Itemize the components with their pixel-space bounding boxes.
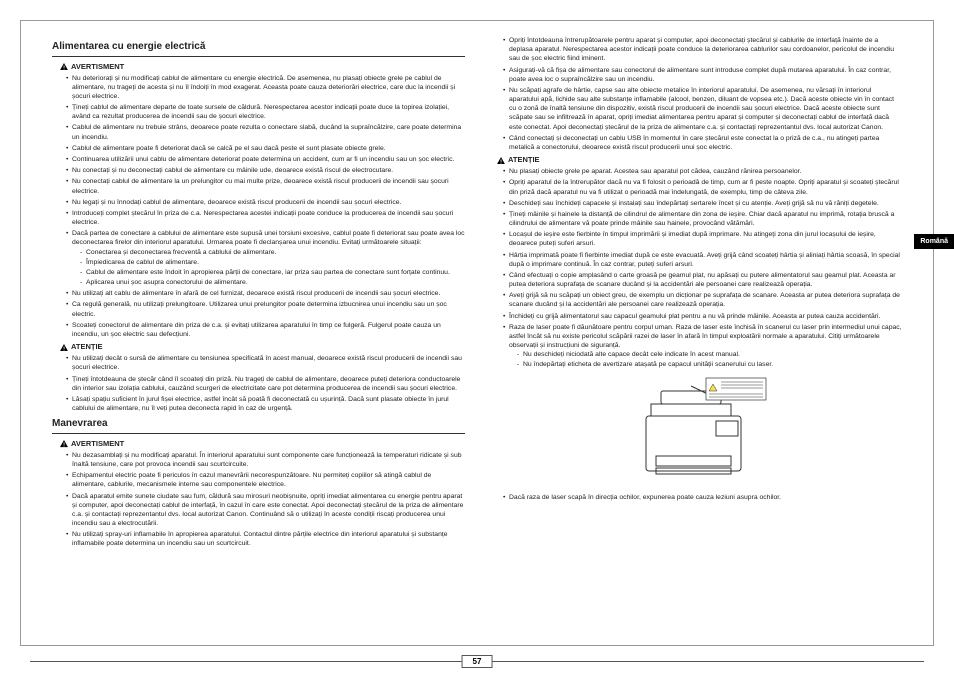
sub-item: Aplicarea unui șoc asupra conectorului d… [80,278,465,287]
caution-heading-1: ! ATENȚIE [60,342,465,352]
list-item: Dacă partea de conectare a cablului de a… [66,229,465,287]
sub-item: Nu deschideți niciodată alte capace decâ… [517,350,902,359]
list-item: Nu deteriorați și nu modificați cablul d… [66,74,465,102]
list-item: Echipamentul electric poate fi periculos… [66,471,465,489]
list-item: Asigurați-vă că fișa de alimentare sau c… [503,66,902,84]
list-item: Nu plasați obiecte grele pe aparat. Aces… [503,167,902,176]
section-title-power: Alimentarea cu energie electrică [52,40,465,57]
list-item: Dacă aparatul emite sunete ciudate sau f… [66,492,465,529]
caution-heading-2: ! ATENȚIE [497,155,902,165]
list-item: Hârtia imprimată poate fi fierbinte imed… [503,251,902,269]
list-item: Scoateți conectorul de alimentare din pr… [66,321,465,339]
sub-item: Nu îndepărtați eticheta de avertizare at… [517,360,902,369]
list-item: Aveți grijă să nu scăpați un obiect greu… [503,291,902,309]
list-item: Nu conectați cablul de alimentare la un … [66,177,465,195]
warning-label: AVERTISMENT [71,439,124,449]
final-list: Dacă raza de laser scapă în direcția och… [503,493,902,502]
list-item: Dacă raza de laser scapă în direcția och… [503,493,902,502]
list-item: Cablul de alimentare nu trebuie strâns, … [66,123,465,141]
list-item: Nu utilizați spray-uri inflamabile în ap… [66,530,465,548]
warning-icon: ! [60,63,68,70]
list-item: Opriți întotdeauna întrerupătoarele pent… [503,36,902,64]
warning-label: AVERTISMENT [71,62,124,72]
list-item: Lăsați spațiu suficient în jurul fișei e… [66,395,465,413]
warning-icon: ! [60,440,68,447]
list-item: Introduceți complet ștecărul în priza de… [66,209,465,227]
sub-item: Cablul de alimentare este îndoit în apro… [80,268,465,277]
list-item: Când conectați și deconectați un cablu U… [503,134,902,152]
svg-text:!: ! [63,346,65,351]
continuation-list: Opriți întotdeauna întrerupătoarele pent… [503,36,902,152]
list-item: Țineți cablul de alimentare departe de t… [66,103,465,121]
list-item: Închideți cu grijă alimentatorul sau cap… [503,312,902,321]
warning-icon: ! [60,344,68,351]
right-column: Opriți întotdeauna întrerupătoarele pent… [489,36,902,626]
section-title-handling: Manevrarea [52,417,465,434]
warning-heading-1: ! AVERTISMENT [60,62,465,72]
list-item: Opriți aparatul de la întrerupător dacă … [503,178,902,196]
list-item: Ca regulă generală, nu utilizați prelung… [66,300,465,318]
printer-figure [489,376,902,489]
svg-text:!: ! [63,443,65,448]
list-item: Deschideți sau închideți capacele și ins… [503,199,902,208]
list-item: Nu dezasamblați și nu modificați aparatu… [66,451,465,469]
caution-label: ATENȚIE [508,155,540,165]
caution-label: ATENȚIE [71,342,103,352]
list-item: Cablul de alimentare poate fi deteriorat… [66,144,465,153]
warning-list-2: Nu dezasamblați și nu modificați aparatu… [66,451,465,549]
warning-heading-2: ! AVERTISMENT [60,439,465,449]
language-tab: Română [914,234,954,249]
left-column: Alimentarea cu energie electrică ! AVERT… [52,36,465,626]
sub-list: Conectarea și deconectarea frecventă a c… [80,248,465,288]
sub-item: Împiedicarea de cablul de alimentare. [80,258,465,267]
list-item: Țineți întotdeauna de ștecăr când îl sco… [66,375,465,393]
list-item: Continuarea utilizării unui cablu de ali… [66,155,465,164]
list-item: Nu utilizați alt cablu de alimentare în … [66,289,465,298]
svg-text:!: ! [500,159,502,164]
caution-list-2: Nu plasați obiecte grele pe aparat. Aces… [503,167,902,369]
sub-item: Conectarea și deconectarea frecventă a c… [80,248,465,257]
svg-text:!: ! [63,65,65,70]
list-item: Când efectuați o copie amplasând o carte… [503,271,902,289]
warning-list-1: Nu deteriorați și nu modificați cablul d… [66,74,465,339]
list-item: Nu utilizați decât o sursă de alimentare… [66,354,465,372]
list-item: Nu conectați și nu deconectați cablul de… [66,166,465,175]
sub-list: Nu deschideți niciodată alte capace decâ… [517,350,902,369]
list-item: Nu legați și nu înnodați cablul de alime… [66,198,465,207]
list-item: Nu scăpați agrafe de hârtie, capse sau a… [503,86,902,132]
content-area: Alimentarea cu energie electrică ! AVERT… [52,36,902,626]
list-item: Țineți mâinile și hainele la distanță de… [503,210,902,228]
caution-list-1: Nu utilizați decât o sursă de alimentare… [66,354,465,413]
list-item: Raza de laser poate fi dăunătoare pentru… [503,323,902,370]
page-number: 57 [462,655,493,668]
warning-icon: ! [497,157,505,164]
list-item: Locașul de ieșire este fierbinte în timp… [503,230,902,248]
